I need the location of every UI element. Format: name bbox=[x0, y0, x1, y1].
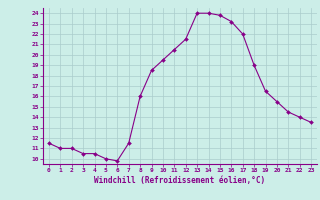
X-axis label: Windchill (Refroidissement éolien,°C): Windchill (Refroidissement éolien,°C) bbox=[94, 176, 266, 185]
